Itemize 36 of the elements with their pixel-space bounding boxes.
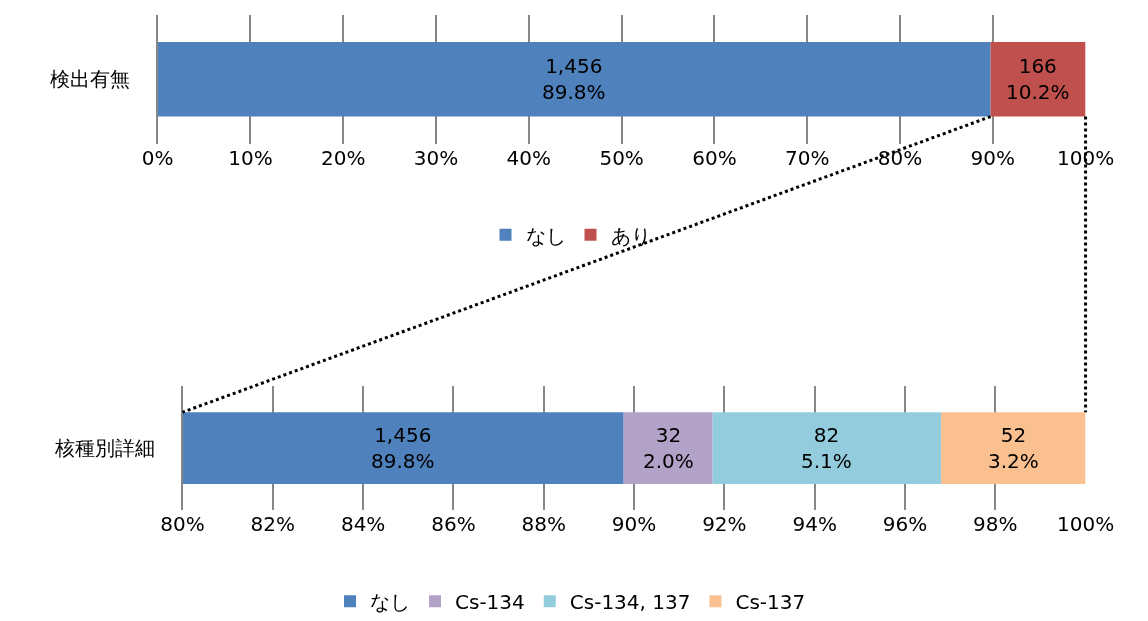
x-tick-label: 84% [340, 512, 386, 537]
x-tick-label: 60% [692, 145, 737, 170]
x-tick-label: 40% [506, 145, 552, 170]
x-tick-label: 10% [228, 145, 273, 170]
x-tick-label: 100% [1056, 512, 1115, 537]
data-label: 1,456 89.8% [542, 54, 606, 104]
y-tick-label: 検出有無 [49, 67, 130, 92]
x-tick-label: 94% [792, 512, 837, 537]
legend-label: Cs-134 [455, 589, 525, 614]
x-tick-label: 80% [877, 145, 923, 170]
x-tick-label: 98% [973, 512, 1018, 537]
data-label: 52 3.2% [988, 423, 1039, 473]
x-tick-label: 20% [321, 145, 366, 170]
x-tick-label: 92% [702, 512, 747, 537]
data-label: 82 5.1% [801, 423, 852, 473]
x-tick-label: 0% [141, 145, 174, 170]
x-tick-label: 86% [431, 512, 476, 537]
legend-label: Cs-137 [735, 589, 806, 614]
x-tick-label: 96% [882, 512, 928, 537]
legend-label: なし [370, 589, 410, 614]
data-label: 32 2.0% [643, 423, 694, 473]
x-tick-label: 88% [521, 512, 566, 537]
legend-label: あり [610, 223, 651, 248]
x-tick-label: 30% [413, 145, 459, 170]
x-tick-label: 90% [611, 512, 657, 537]
x-tick-label: 80% [160, 512, 205, 537]
y-tick-label: 核種別詳細 [53, 436, 155, 461]
data-label: 1,456 89.8% [371, 423, 435, 473]
x-tick-label: 100% [1056, 145, 1115, 170]
legend-label: なし [525, 223, 566, 248]
legend-label: Cs-134, 137 [569, 589, 691, 614]
x-tick-label: 90% [970, 145, 1015, 170]
x-tick-label: 50% [599, 145, 644, 170]
x-tick-label: 82% [250, 512, 296, 537]
data-label: 166 10.2% [1006, 54, 1070, 104]
x-tick-label: 70% [784, 145, 830, 170]
